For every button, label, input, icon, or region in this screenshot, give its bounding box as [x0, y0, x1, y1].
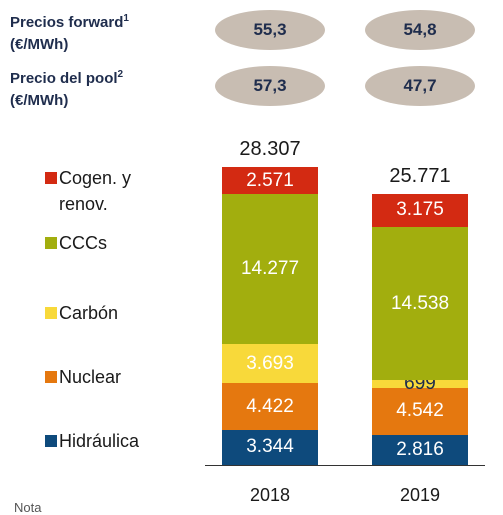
row-label: Precios forward1 (€/MWh)	[10, 8, 129, 56]
bar-segment	[372, 380, 468, 388]
bar-segment	[372, 387, 468, 436]
row-note: 1	[123, 13, 129, 24]
total-label: 28.307	[239, 138, 301, 160]
bar-segment	[372, 435, 468, 465]
segment-label: 2.571	[246, 169, 294, 191]
legend-item: Carbón	[45, 300, 185, 326]
legend-label: Carbón	[59, 303, 119, 323]
legend-item: CCCs	[45, 230, 185, 256]
legend-item: Nuclear	[45, 364, 185, 390]
legend-label: Hidráulica	[59, 431, 140, 451]
legend-swatch	[45, 237, 57, 249]
footnote: Nota	[14, 500, 42, 515]
bar-segment	[222, 429, 318, 465]
segment-label: 2.816	[396, 439, 444, 461]
legend-swatch	[45, 172, 57, 184]
bar-segment	[372, 193, 468, 228]
price-ellipse: 54,8	[365, 10, 475, 50]
legend-item: Hidráulica	[45, 428, 185, 454]
price-value: 47,7	[403, 76, 437, 95]
legend-swatch	[45, 307, 57, 319]
bar-segment	[222, 383, 318, 430]
segment-label: 3.175	[396, 199, 444, 221]
row-title: Precio del pool	[10, 70, 118, 87]
legend-item: Cogen. y renov.	[45, 165, 185, 217]
total-label: 25.771	[389, 164, 451, 187]
segment-label: 4.542	[396, 400, 444, 422]
row-unit: (€/MWh)	[10, 36, 69, 53]
price-ellipse: 57,3	[215, 66, 325, 106]
price-value: 57,3	[253, 76, 287, 95]
row-unit: (€/MWh)	[10, 92, 69, 109]
legend-label: Cogen. y renov.	[59, 168, 132, 214]
row-title: Precios forward	[10, 14, 124, 31]
legend-label: Nuclear	[59, 367, 122, 387]
row-label: Precio del pool2 (€/MWh)	[10, 64, 123, 112]
bar-segment	[372, 227, 468, 381]
legend-label: CCCs	[59, 233, 107, 253]
price-value: 54,8	[403, 20, 437, 39]
x-tick-label: 2018	[249, 485, 291, 505]
legend-swatch	[45, 435, 57, 447]
segment-label: 4.422	[246, 395, 294, 417]
price-ellipse: 55,3	[215, 10, 325, 50]
price-value: 55,3	[253, 20, 287, 39]
segment-label: 3.693	[246, 352, 294, 374]
segment-label: 14.277	[240, 258, 300, 280]
segment-label: 3.344	[246, 436, 294, 458]
bar-segment	[222, 167, 318, 195]
price-ellipse: 47,7	[365, 66, 475, 106]
legend-swatch	[45, 371, 57, 383]
bar-segment	[222, 194, 318, 345]
x-tick-label: 2019	[399, 485, 441, 505]
row-note: 2	[117, 69, 124, 80]
bar-segment	[222, 344, 318, 384]
baseline	[205, 465, 485, 466]
segment-label: 14.538	[390, 292, 450, 314]
